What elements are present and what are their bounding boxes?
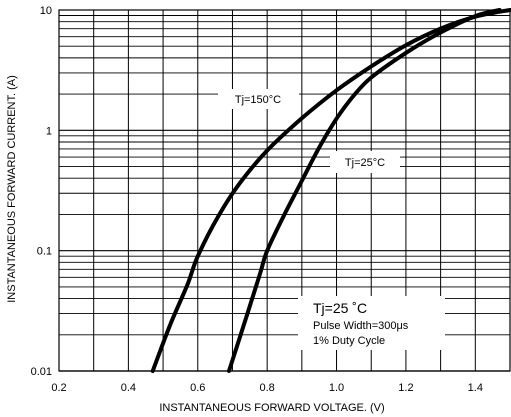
x-tick-label: 1.0 (329, 382, 344, 394)
y-tick-label: 10 (40, 5, 52, 17)
test-condition-box: Tj=25 ˚C Pulse Width=300μs 1% Duty Cycle (298, 296, 445, 350)
x-tick-labels: 0.2 0.4 0.6 0.8 1.0 1.2 1.4 (51, 382, 483, 394)
series-line-tj25c (227, 8, 502, 373)
x-tick-label: 1.2 (398, 382, 413, 394)
x-tick-label: 0.2 (51, 382, 66, 394)
series-line-tj150c (150, 8, 511, 373)
test-condition-duty-cycle: 1% Duty Cycle (313, 335, 385, 347)
series-label-25c-text: Tj=25°C (345, 157, 385, 169)
y-tick-labels: 0.01 0.1 1 10 (31, 5, 52, 378)
y-tick-label: 0.1 (37, 246, 52, 258)
y-axis-label: INSTANTANEOUS FORWARD CURRENT. (A) (6, 75, 18, 303)
x-axis-label: INSTANTANEOUS FORWARD VOLTAGE. (V) (159, 402, 384, 414)
x-tick-label: 0.8 (260, 382, 275, 394)
axes (58, 9, 511, 372)
y-tick-label: 0.01 (31, 366, 52, 378)
x-tick-label: 1.4 (468, 382, 483, 394)
x-tick-label: 0.6 (190, 382, 205, 394)
series-label-25c: Tj=25°C (330, 151, 400, 173)
x-tick-label: 0.4 (121, 382, 136, 394)
y-tick-label: 1 (46, 125, 52, 137)
test-condition-title: Tj=25 ˚C (313, 300, 367, 316)
plot-frame (58, 9, 511, 372)
curves (150, 8, 511, 373)
test-condition-pulse-width: Pulse Width=300μs (313, 320, 409, 332)
series-label-150c-text: Tj=150°C (235, 94, 281, 106)
series-label-150c: Tj=150°C (218, 89, 299, 109)
